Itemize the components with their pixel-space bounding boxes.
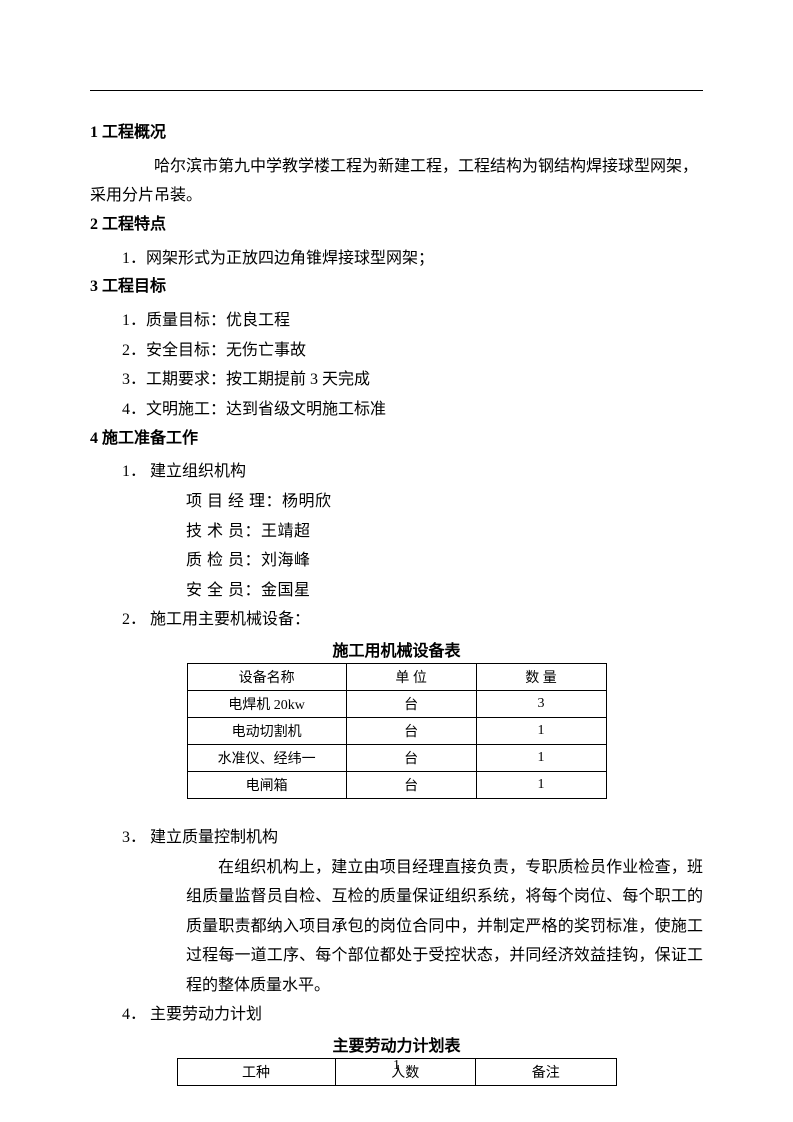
- table-header-row: 设备名称 单 位 数 量: [187, 663, 606, 690]
- section-4-item-2: 2． 施工用主要机械设备：: [122, 605, 703, 635]
- cell-name: 电动切割机: [187, 717, 346, 744]
- cell-qty: 1: [476, 771, 606, 798]
- section-1-heading: 1 工程概况: [90, 119, 703, 148]
- cell-name: 电闸箱: [187, 771, 346, 798]
- section-4-heading: 4 施工准备工作: [90, 425, 703, 454]
- th-qty: 数 量: [476, 663, 606, 690]
- section-3-item-3: 3．工期要求：按工期提前 3 天完成: [122, 365, 703, 395]
- qc-paragraph: 在组织机构上，建立由项目经理直接负责，专职质检员作业检查，班组质量监督员自检、互…: [186, 853, 703, 1001]
- section-4-item-4: 4． 主要劳动力计划: [122, 1000, 703, 1030]
- section-3-item-4: 4．文明施工：达到省级文明施工标准: [122, 395, 703, 425]
- role-qc: 质 检 员：刘海峰: [186, 546, 703, 576]
- cell-qty: 1: [476, 744, 606, 771]
- equipment-table-title: 施工用机械设备表: [90, 637, 703, 661]
- equipment-table: 设备名称 单 位 数 量 电焊机 20kw 台 3 电动切割机 台 1 水准仪、…: [187, 663, 607, 799]
- cell-qty: 3: [476, 690, 606, 717]
- table-row: 水准仪、经纬一 台 1: [187, 744, 606, 771]
- table-row: 电焊机 20kw 台 3: [187, 690, 606, 717]
- section-2-heading: 2 工程特点: [90, 211, 703, 240]
- page-number: 1: [0, 1058, 793, 1074]
- labor-table-title: 主要劳动力计划表: [90, 1032, 703, 1056]
- th-unit: 单 位: [346, 663, 476, 690]
- spacer: [90, 799, 703, 823]
- role-safety: 安 全 员：金国星: [186, 576, 703, 606]
- document-page: 1 工程概况 哈尔滨市第九中学教学楼工程为新建工程，工程结构为钢结构焊接球型网架…: [0, 0, 793, 1122]
- cell-unit: 台: [346, 744, 476, 771]
- section-4-item-1: 1． 建立组织机构: [122, 457, 703, 487]
- section-1-body: 哈尔滨市第九中学教学楼工程为新建工程，工程结构为钢结构焊接球型网架，采用分片吊装…: [90, 152, 703, 211]
- cell-unit: 台: [346, 690, 476, 717]
- cell-name: 水准仪、经纬一: [187, 744, 346, 771]
- section-2-item-1: 1．网架形式为正放四边角锥焊接球型网架；: [122, 244, 703, 274]
- role-tech: 技 术 员：王靖超: [186, 517, 703, 547]
- header-rule: [90, 90, 703, 91]
- section-3-item-1: 1．质量目标：优良工程: [122, 306, 703, 336]
- cell-unit: 台: [346, 771, 476, 798]
- section-3-item-2: 2．安全目标：无伤亡事故: [122, 336, 703, 366]
- role-pm: 项 目 经 理：杨明欣: [186, 487, 703, 517]
- table-row: 电动切割机 台 1: [187, 717, 606, 744]
- cell-name: 电焊机 20kw: [187, 690, 346, 717]
- table-row: 电闸箱 台 1: [187, 771, 606, 798]
- cell-unit: 台: [346, 717, 476, 744]
- section-3-heading: 3 工程目标: [90, 273, 703, 302]
- cell-qty: 1: [476, 717, 606, 744]
- th-name: 设备名称: [187, 663, 346, 690]
- section-4-item-3: 3． 建立质量控制机构: [122, 823, 703, 853]
